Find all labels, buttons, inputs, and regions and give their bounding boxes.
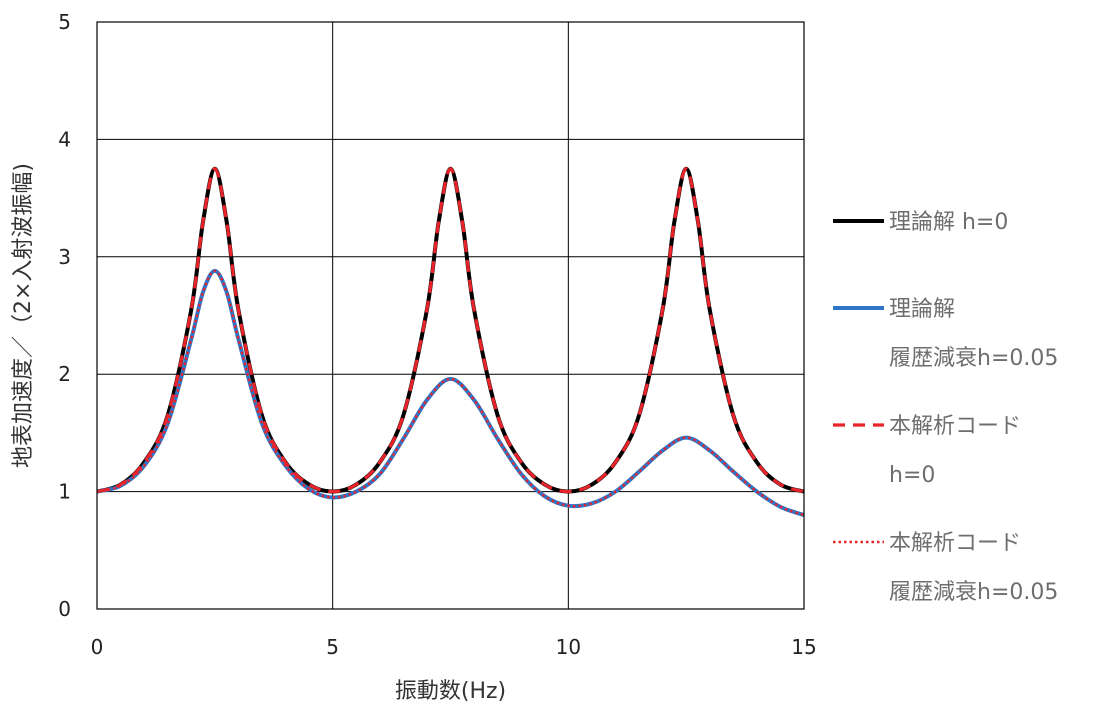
y-tick-label: 1 bbox=[58, 480, 71, 504]
y-tick-label: 5 bbox=[58, 10, 71, 34]
legend-label: 履歴減衰h=0.05 bbox=[889, 580, 1058, 605]
x-tick-label: 5 bbox=[326, 635, 339, 659]
legend-label: 本解析コード bbox=[889, 531, 1021, 556]
series-line-3 bbox=[96, 167, 805, 494]
legend: 理論解 h=0理論解履歴減衰h=0.05本解析コードh=0本解析コード履歴減衰h… bbox=[833, 210, 1058, 605]
plot-frame bbox=[96, 21, 805, 610]
x-axis-title: 振動数(Hz) bbox=[395, 679, 506, 704]
y-tick-label: 4 bbox=[58, 127, 71, 151]
legend-label: 本解析コード bbox=[889, 414, 1021, 439]
y-axis-title: 地表加速度／（2×入射波振幅) bbox=[11, 163, 36, 468]
grid-lines bbox=[96, 21, 805, 610]
legend-label: h=0 bbox=[889, 463, 935, 488]
legend-label: 理論解 h=0 bbox=[889, 210, 1008, 235]
series-line-4 bbox=[96, 269, 805, 517]
legend-label: 理論解 bbox=[889, 297, 955, 322]
tick-labels: 0 5 10 15 0 1 2 3 4 5 bbox=[58, 10, 816, 659]
x-tick-label: 15 bbox=[791, 635, 816, 659]
y-tick-label: 2 bbox=[58, 362, 71, 386]
series-layer bbox=[96, 166, 805, 517]
x-tick-label: 10 bbox=[556, 635, 581, 659]
y-tick-label: 3 bbox=[58, 245, 71, 269]
x-tick-label: 0 bbox=[91, 635, 104, 659]
legend-label: 履歴減衰h=0.05 bbox=[889, 346, 1058, 371]
series-line-2 bbox=[96, 268, 805, 517]
y-tick-label: 0 bbox=[58, 597, 71, 621]
